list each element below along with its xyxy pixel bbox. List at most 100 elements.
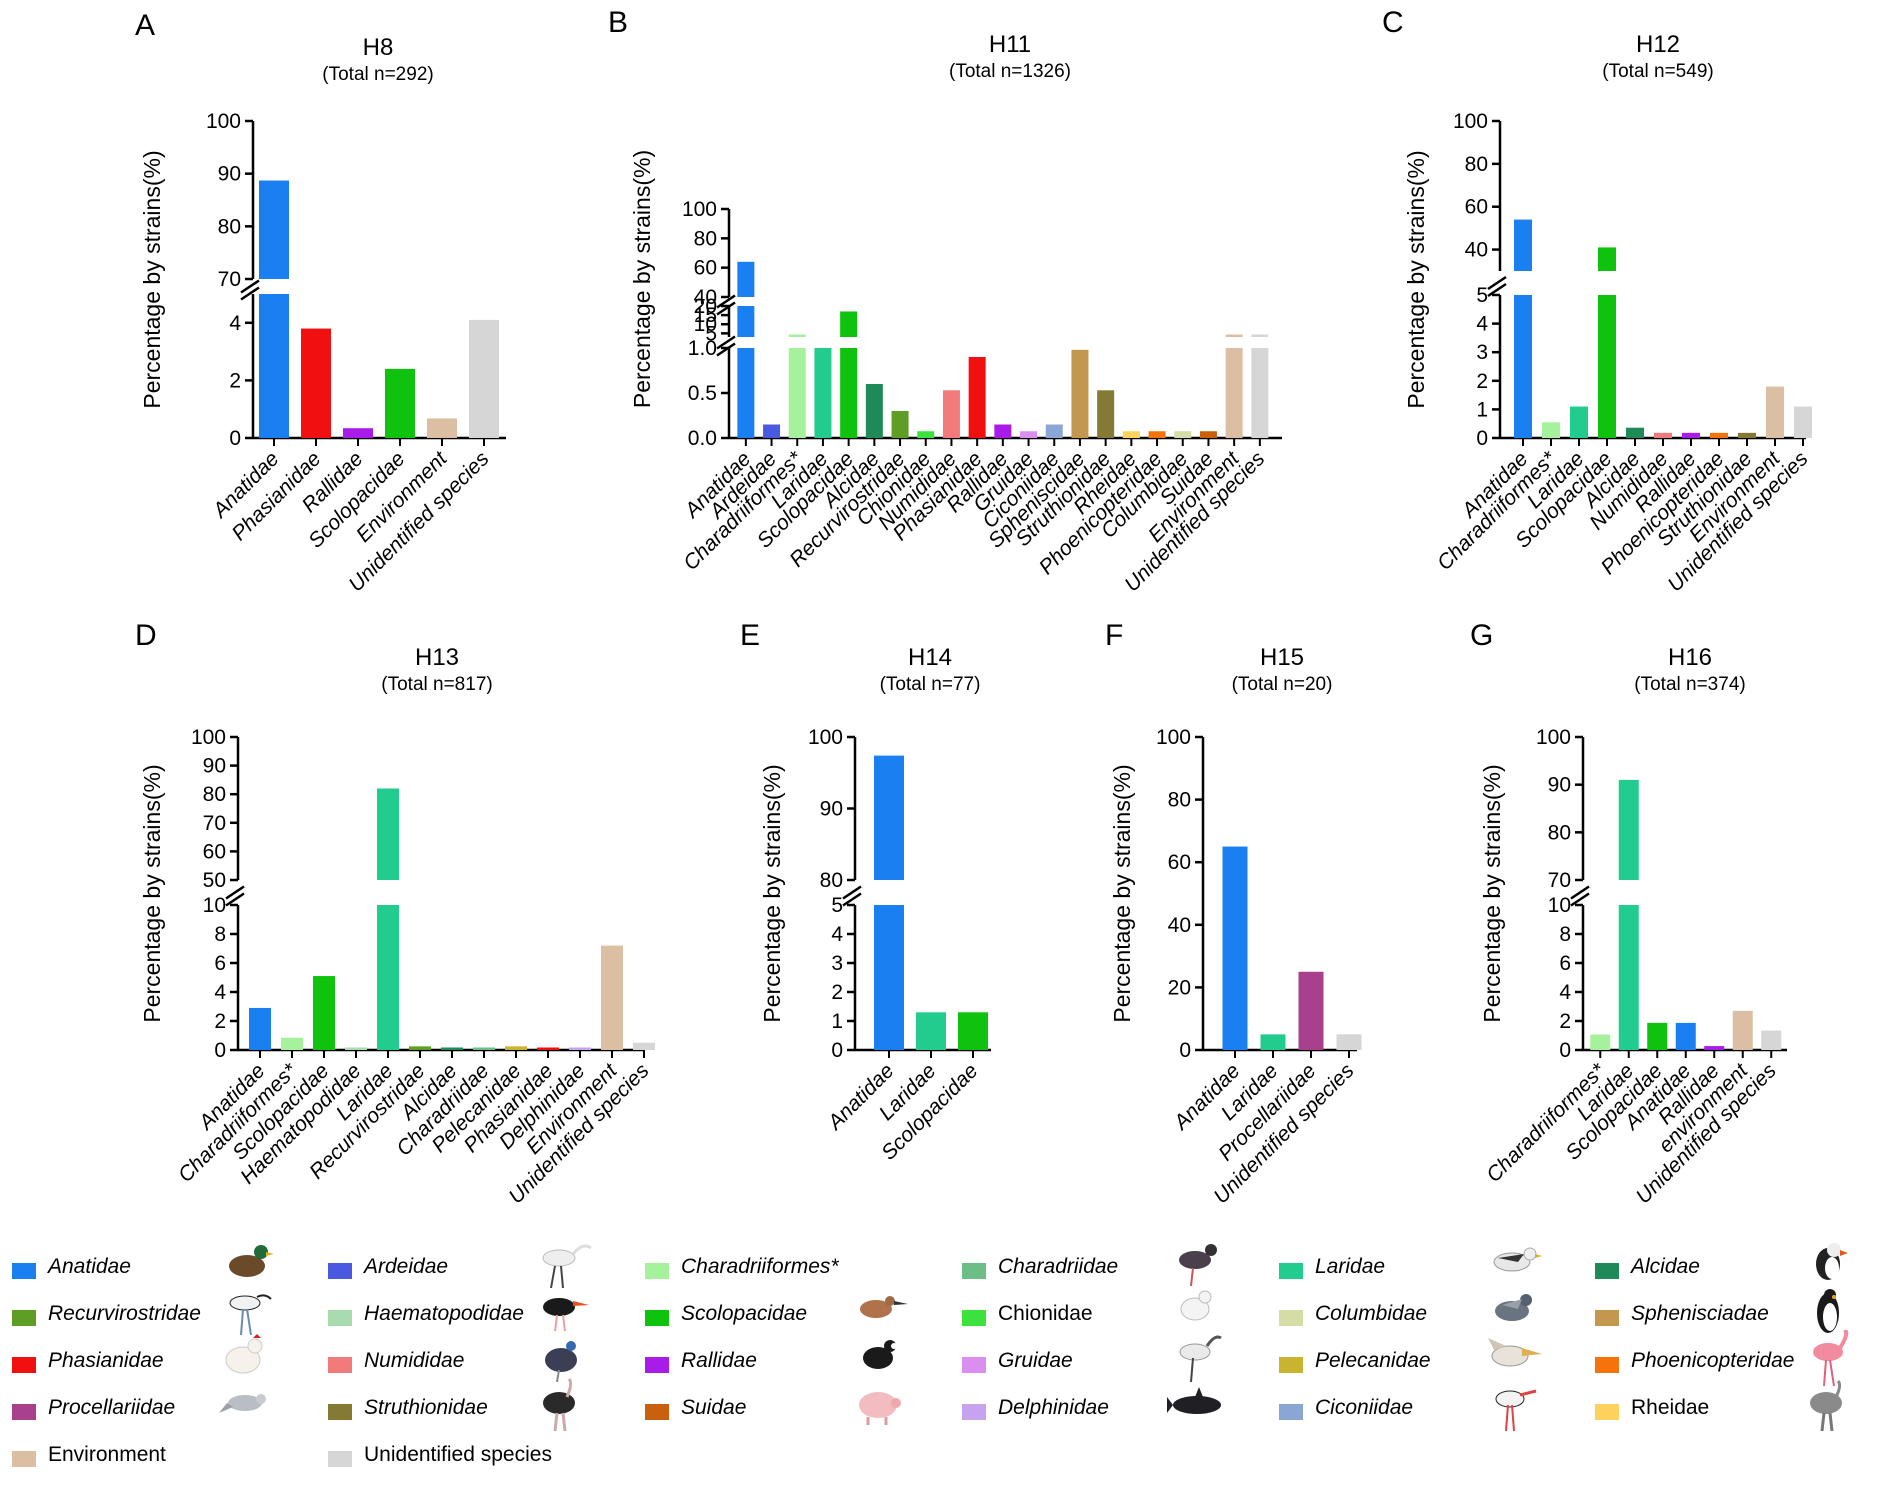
bar-charadriiformes: [788, 334, 806, 337]
penguin-icon: [1817, 1289, 1839, 1333]
axis-break-mark: [225, 885, 245, 900]
legend-item-sphenisciadae: Sphenisciadae: [1595, 1289, 1895, 1337]
bar-rallidae: [1704, 1046, 1725, 1050]
chart-title: H13: [415, 644, 459, 671]
axis-break-mark: [842, 892, 862, 907]
bar-anatidae: [874, 905, 904, 1050]
legend-item-rallidae: Rallidae: [645, 1340, 945, 1384]
legend-item-ciconiidae: Ciconiidae: [1279, 1389, 1579, 1432]
y-tick-label: 90: [1548, 774, 1571, 797]
y-tick-label: 2: [229, 369, 241, 392]
axis-break-mark: [240, 286, 260, 301]
axis-break-mark: [1570, 885, 1590, 900]
legend-swatch: [645, 1357, 669, 1373]
bar-anatidae: [249, 1007, 271, 1050]
bar-scolopacidae: [958, 1012, 988, 1050]
pelican-icon: [1488, 1338, 1542, 1367]
y-tick-label: 50: [203, 869, 226, 892]
duck-icon: [229, 1245, 274, 1277]
bar-ciconiidae: [1045, 424, 1063, 438]
legend-item-struthionidae: Struthionidae: [328, 1377, 628, 1432]
legend-label: Columbidae: [1315, 1302, 1428, 1325]
legend-item-suidae: Suidae: [645, 1391, 945, 1431]
y-tick-label: 4: [1476, 313, 1488, 336]
bar-numididae: [942, 390, 960, 438]
y-tick-label: 100: [206, 110, 241, 133]
bar-charadriiformes: [788, 348, 806, 438]
chart-panel-c: C H12 (Total n=549) Percentage by strains(%…: [1382, 6, 1813, 596]
chart-panel-g: G H16 (Total n=374) Percentage by strains(%…: [1470, 619, 1787, 1208]
bar-phoenicopteridae: [1148, 431, 1166, 438]
bar-alcidae: [1626, 427, 1644, 438]
puffin-icon: [1816, 1243, 1848, 1280]
bar-charadriiformes: [281, 1037, 303, 1050]
y-axis-label: Percentage by strains(%): [1109, 764, 1135, 1022]
y-tick-label: 100: [1536, 726, 1571, 749]
y-tick-label: 6: [214, 952, 226, 975]
chart-subtitle: (Total n=20): [1232, 674, 1333, 695]
legend-item-alcidae: Alcidae: [1595, 1243, 1895, 1290]
y-tick-label: 2: [1559, 1010, 1571, 1033]
axis-break-mark: [225, 892, 245, 907]
y-tick-label: 100: [191, 726, 226, 749]
y-axis-label: Percentage by strains(%): [629, 150, 655, 408]
y-tick-label: 40: [1465, 239, 1488, 262]
bar-laridae: [1618, 779, 1639, 880]
bar-anatidae: [874, 755, 904, 880]
legend-label: Charadriiformes*: [681, 1255, 839, 1278]
pigeon-icon: [1495, 1294, 1532, 1321]
flamingo-icon: [1813, 1330, 1849, 1387]
chart-panel-b: B H11 (Total n=1326) Percentage by strains(…: [608, 6, 1282, 596]
bar-anatidae: [1222, 846, 1248, 1050]
chart-title: H12: [1636, 31, 1680, 58]
panel-label: F: [1105, 619, 1123, 652]
legend-label: Delphinidae: [998, 1396, 1109, 1419]
bar-scolopacidae: [313, 976, 335, 1050]
chart-title: H8: [363, 34, 394, 61]
panel-label: D: [135, 619, 157, 652]
chart-subtitle: (Total n=549): [1602, 61, 1713, 82]
y-tick-label: 0: [831, 1039, 843, 1062]
panel-label: G: [1470, 619, 1493, 652]
bar-charadriiformes: [1542, 422, 1560, 438]
y-axis-label: Percentage by strains(%): [759, 764, 785, 1022]
bar-struthionidae: [1097, 390, 1115, 438]
chart-subtitle: (Total n=817): [381, 674, 492, 695]
bar-recurvirostridae: [409, 1046, 431, 1050]
chicken-icon: [225, 1334, 263, 1374]
legend-label: Environment: [48, 1443, 166, 1466]
axis-break-mark: [1570, 892, 1590, 907]
bar-phasianidae: [968, 357, 986, 438]
bar-gruidae: [1020, 431, 1038, 438]
legend-swatch: [12, 1404, 36, 1420]
bar-laridae: [377, 788, 399, 880]
bar-scolopacidae: [385, 368, 415, 438]
bar-phoenicopteridae: [1710, 432, 1728, 438]
lapwing-icon: [1179, 1244, 1217, 1287]
bar-numididae: [1654, 432, 1672, 438]
bar-environment: [1732, 1010, 1753, 1050]
legend-swatch: [1279, 1357, 1303, 1373]
chart-panel-f: F H15 (Total n=20) Percentage by strains(%)…: [1105, 619, 1362, 1208]
y-tick-label: 3: [831, 952, 843, 975]
legend-label: Pelecanidae: [1315, 1349, 1431, 1372]
legend-label: Recurvirostridae: [48, 1302, 201, 1325]
legend-label: Numididae: [364, 1349, 465, 1372]
bar-anatidae: [1675, 1022, 1696, 1050]
legend-label: Procellariidae: [48, 1396, 176, 1419]
y-tick-label: 60: [203, 840, 226, 863]
legend-label: Phasianidae: [48, 1349, 164, 1372]
legend-item-unidentified-species: Unidentified species: [328, 1438, 628, 1478]
axis-break-mark: [716, 294, 736, 309]
legend-swatch: [962, 1357, 986, 1373]
bar-unidentified-species: [1794, 406, 1812, 438]
y-axis-label: Percentage by strains(%): [1403, 150, 1429, 408]
legend-swatch: [1279, 1310, 1303, 1326]
bar-laridae: [1260, 1034, 1286, 1050]
legend-swatch: [328, 1310, 352, 1326]
bar-spheniscidae: [1071, 349, 1089, 438]
y-tick-label: 3: [1476, 341, 1488, 364]
legend-item-ardeidae: Ardeidae: [328, 1244, 628, 1290]
bar-columbidae: [1174, 431, 1192, 438]
y-tick-label: 2: [1476, 370, 1488, 393]
